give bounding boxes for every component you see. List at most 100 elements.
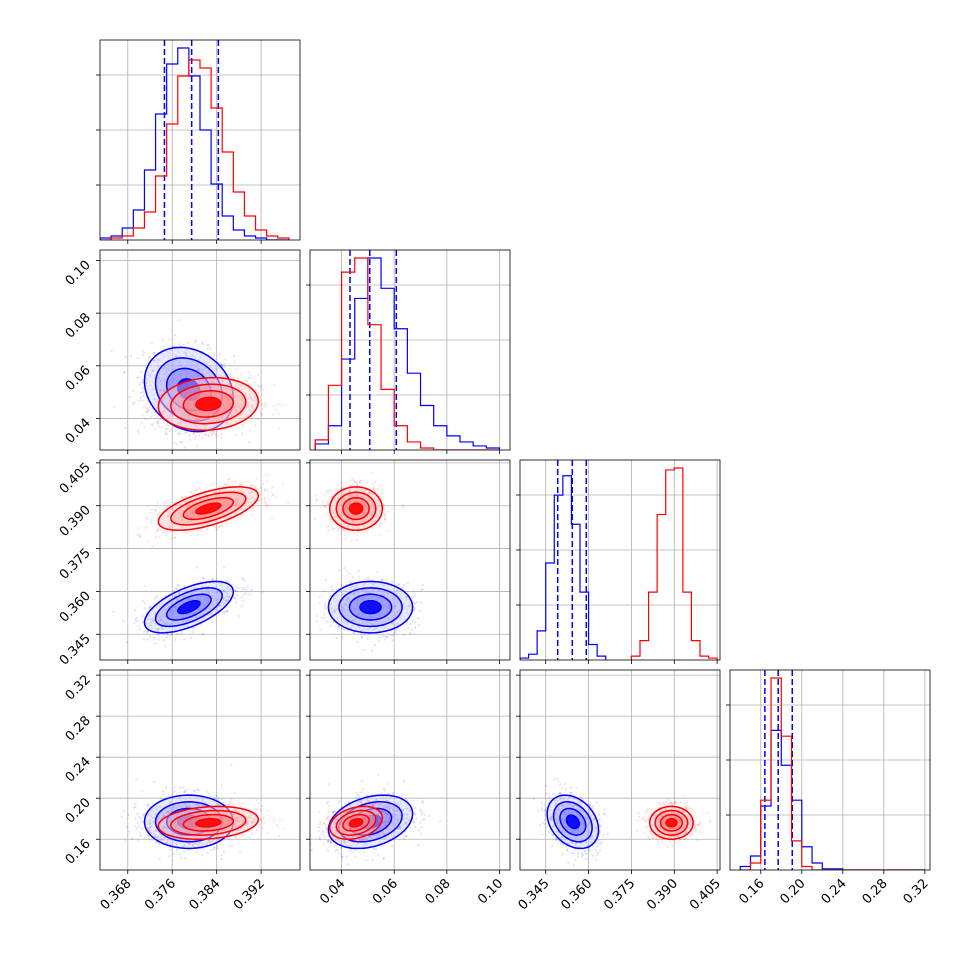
sample-point bbox=[189, 390, 192, 393]
sample-point bbox=[335, 598, 338, 602]
sample-point bbox=[205, 372, 208, 375]
sample-point bbox=[215, 601, 219, 604]
sample-point bbox=[203, 394, 207, 397]
sample-point bbox=[248, 370, 251, 373]
sample-point bbox=[368, 500, 371, 503]
sample-point bbox=[149, 384, 152, 387]
sample-point bbox=[221, 396, 224, 399]
sample-point bbox=[353, 632, 356, 635]
sample-point bbox=[228, 402, 231, 405]
sample-point bbox=[175, 405, 178, 408]
sample-point bbox=[157, 359, 160, 362]
sample-point bbox=[159, 615, 162, 618]
sample-point bbox=[388, 605, 391, 608]
sample-point bbox=[183, 585, 186, 588]
sample-point bbox=[346, 518, 349, 521]
contour-line bbox=[177, 599, 201, 615]
sample-point bbox=[151, 422, 154, 425]
sample-point bbox=[352, 478, 355, 482]
sample-point bbox=[183, 374, 186, 377]
sample-point bbox=[215, 385, 218, 388]
sample-point bbox=[189, 438, 192, 441]
sample-point bbox=[382, 604, 385, 607]
sample-point bbox=[399, 597, 402, 600]
sample-point bbox=[208, 518, 212, 521]
sample-point bbox=[170, 368, 173, 371]
sample-point bbox=[160, 383, 163, 386]
sample-point bbox=[390, 611, 393, 614]
sample-point bbox=[217, 366, 220, 369]
sample-point bbox=[349, 615, 352, 618]
sample-point bbox=[210, 433, 213, 436]
sample-point bbox=[378, 613, 381, 616]
sample-point bbox=[192, 366, 196, 369]
sample-point bbox=[215, 510, 218, 513]
sample-point bbox=[245, 481, 248, 484]
sample-point bbox=[240, 396, 243, 399]
sample-point bbox=[166, 354, 169, 357]
sample-point bbox=[372, 616, 375, 619]
sample-point bbox=[180, 396, 183, 400]
sample-point bbox=[194, 501, 198, 504]
sample-point bbox=[218, 594, 222, 597]
sample-point bbox=[249, 492, 252, 495]
contour-line bbox=[157, 486, 260, 532]
sample-point bbox=[167, 613, 170, 616]
sample-point bbox=[182, 509, 185, 512]
sample-point bbox=[355, 515, 358, 518]
sample-point bbox=[234, 405, 237, 408]
sample-point bbox=[226, 580, 229, 583]
sample-point bbox=[214, 598, 217, 601]
sample-point bbox=[185, 619, 188, 622]
sample-point bbox=[160, 619, 163, 622]
sample-point bbox=[229, 415, 232, 418]
sample-point bbox=[333, 610, 337, 613]
sample-point bbox=[341, 600, 344, 603]
sample-point bbox=[173, 514, 177, 517]
sample-point bbox=[179, 374, 183, 378]
sample-point bbox=[226, 592, 229, 595]
sample-point bbox=[343, 529, 346, 532]
sample-point bbox=[212, 392, 215, 395]
sample-point bbox=[360, 635, 363, 639]
sample-point bbox=[192, 525, 195, 528]
sample-point bbox=[364, 506, 367, 509]
sample-point bbox=[174, 410, 177, 413]
sample-point bbox=[377, 620, 380, 623]
sample-point bbox=[234, 503, 238, 506]
sample-point bbox=[230, 392, 233, 395]
contour-line bbox=[177, 378, 201, 401]
sample-point bbox=[148, 606, 151, 609]
sample-point bbox=[377, 639, 380, 642]
sample-point bbox=[171, 615, 174, 618]
sample-point bbox=[205, 344, 208, 347]
sample-point bbox=[177, 519, 180, 522]
sample-point bbox=[160, 618, 163, 621]
sample-point bbox=[179, 596, 182, 599]
sample-point bbox=[164, 645, 167, 648]
sample-point bbox=[344, 620, 347, 623]
sample-point bbox=[235, 421, 238, 424]
panel-frame bbox=[96, 249, 301, 454]
sample-point bbox=[237, 405, 240, 408]
sample-point bbox=[193, 611, 197, 614]
sample-point bbox=[385, 609, 388, 612]
sample-point bbox=[213, 395, 217, 398]
sample-point bbox=[191, 511, 194, 514]
sample-point bbox=[342, 607, 345, 610]
sample-point bbox=[345, 506, 348, 509]
sample-point bbox=[175, 359, 178, 362]
sample-point bbox=[343, 498, 346, 501]
sample-point bbox=[225, 502, 229, 505]
sample-point bbox=[185, 361, 188, 364]
sample-point bbox=[199, 386, 203, 389]
sample-point bbox=[204, 585, 207, 588]
sample-point bbox=[153, 597, 157, 600]
sample-point bbox=[382, 604, 386, 608]
sample-point bbox=[214, 600, 217, 603]
sample-point bbox=[198, 607, 201, 610]
sample-point bbox=[188, 403, 191, 406]
sample-point bbox=[164, 405, 167, 409]
sample-point bbox=[203, 599, 207, 602]
sample-point bbox=[168, 622, 171, 625]
